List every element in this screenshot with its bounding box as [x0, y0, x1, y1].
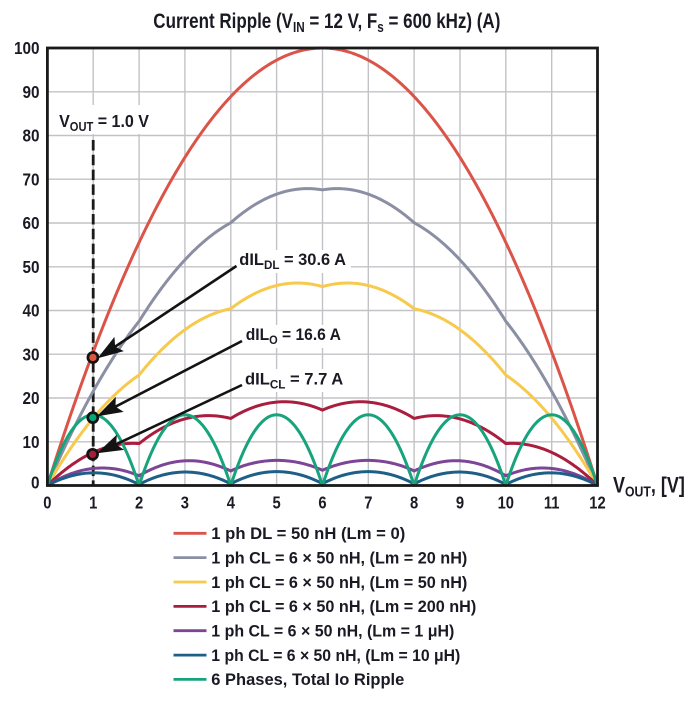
- svg-text:8: 8: [410, 493, 418, 513]
- svg-text:30: 30: [22, 344, 39, 364]
- svg-text:1 ph CL = 6 × 50 nH, (Lm = 50: 1 ph CL = 6 × 50 nH, (Lm = 50 nH): [211, 574, 467, 592]
- svg-text:20: 20: [22, 388, 39, 408]
- svg-text:1: 1: [89, 493, 97, 513]
- svg-text:1 ph CL = 6 × 50 nH, (Lm = 200: 1 ph CL = 6 × 50 nH, (Lm = 200 nH): [211, 598, 476, 616]
- svg-text:5: 5: [272, 493, 280, 513]
- svg-text:70: 70: [22, 169, 39, 189]
- svg-text:1 ph CL = 6 × 50 nH, (Lm = 10: 1 ph CL = 6 × 50 nH, (Lm = 10 μH): [211, 647, 460, 665]
- svg-text:1 ph CL = 6 × 50 nH, (Lm = 20: 1 ph CL = 6 × 50 nH, (Lm = 20 nH): [211, 549, 467, 567]
- svg-text:90: 90: [22, 82, 39, 102]
- svg-text:10: 10: [498, 493, 514, 513]
- svg-text:dILDL = 30.6 A: dILDL = 30.6 A: [239, 250, 346, 272]
- svg-text:4: 4: [227, 493, 236, 513]
- svg-text:6: 6: [318, 493, 326, 513]
- svg-text:3: 3: [181, 493, 189, 513]
- svg-text:10: 10: [22, 432, 39, 452]
- svg-text:dILCL = 7.7 A: dILCL = 7.7 A: [245, 370, 343, 392]
- svg-text:7: 7: [364, 493, 372, 513]
- svg-text:50: 50: [22, 257, 39, 277]
- svg-text:12: 12: [589, 493, 605, 513]
- svg-text:11: 11: [544, 493, 560, 513]
- svg-text:2: 2: [135, 493, 143, 513]
- svg-text:80: 80: [22, 125, 39, 145]
- svg-text:VOUT, [V]: VOUT, [V]: [613, 474, 685, 500]
- svg-text:6 Phases, Total Io Ripple: 6 Phases, Total Io Ripple: [211, 671, 404, 689]
- svg-text:1 ph CL = 6 × 50 nH, (Lm = 1 μ: 1 ph CL = 6 × 50 nH, (Lm = 1 μH): [211, 623, 454, 641]
- svg-text:0: 0: [31, 472, 40, 492]
- svg-text:40: 40: [22, 300, 39, 320]
- svg-text:60: 60: [22, 213, 39, 233]
- svg-text:100: 100: [14, 38, 40, 58]
- svg-text:1 ph DL = 50 nH (Lm = 0): 1 ph DL = 50 nH (Lm = 0): [211, 525, 405, 543]
- svg-text:Current Ripple (VIN = 12 V, Fs: Current Ripple (VIN = 12 V, Fs = 600 kHz…: [153, 10, 500, 35]
- svg-text:0: 0: [43, 493, 51, 513]
- svg-text:9: 9: [456, 493, 464, 513]
- svg-text:dILO = 16.6 A: dILO = 16.6 A: [246, 326, 341, 348]
